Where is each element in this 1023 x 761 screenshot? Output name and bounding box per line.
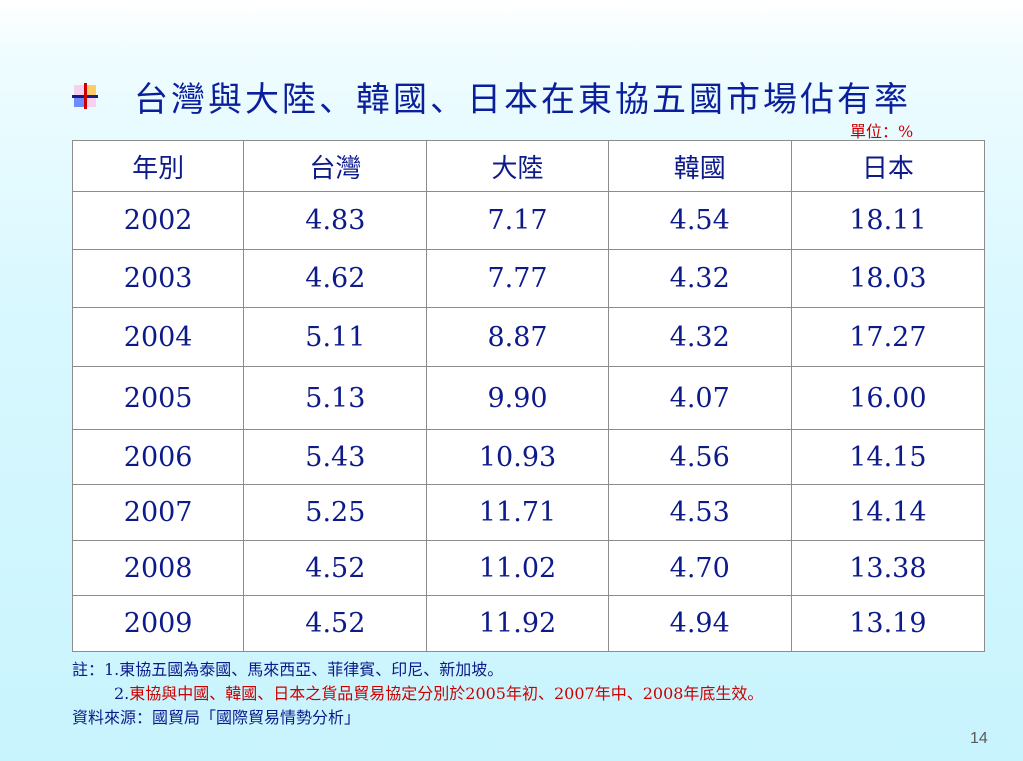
footnotes: 註：1.東協五國為泰國、馬來西亞、菲律賓、印尼、新加坡。 2.東協與中國、韓國、…	[72, 658, 1012, 730]
cell-japan: 14.14	[790, 484, 986, 541]
cell-year: 2008	[71, 540, 245, 596]
cell-korea: 4.70	[607, 540, 792, 596]
cell-japan: 18.11	[790, 191, 986, 250]
title-row: 台灣與大陸、韓國、日本在東協五國市場佔有率	[72, 70, 972, 122]
cell-year: 2007	[71, 484, 245, 541]
note-2-text: 東協與中國、韓國、日本之貨品貿易協定分別於2005年初、2007年中、2008年…	[129, 684, 764, 703]
header-japan: 日本	[790, 140, 986, 192]
table-row: 2002 4.83 7.17 4.54 18.11	[71, 191, 986, 250]
cell-mainland: 8.87	[426, 307, 609, 367]
cell-taiwan: 4.62	[243, 249, 428, 308]
unit-label: 單位：%	[850, 122, 914, 141]
cell-taiwan: 4.83	[243, 191, 428, 250]
cell-mainland: 11.02	[426, 540, 609, 596]
header-taiwan: 台灣	[243, 140, 428, 192]
note-2: 2.東協與中國、韓國、日本之貨品貿易協定分別於2005年初、2007年中、200…	[72, 682, 1012, 706]
cell-year: 2009	[71, 595, 245, 652]
table-row: 2006 5.43 10.93 4.56 14.15	[71, 429, 986, 485]
cell-taiwan: 5.13	[243, 366, 428, 430]
table-row: 2003 4.62 7.77 4.32 18.03	[71, 249, 986, 308]
table-row: 2004 5.11 8.87 4.32 17.27	[71, 307, 986, 367]
cell-taiwan: 4.52	[243, 540, 428, 596]
note-2-number: 2.	[114, 684, 130, 703]
source-note: 資料來源：國貿局「國際貿易情勢分析」	[72, 708, 361, 727]
header-korea: 韓國	[607, 140, 792, 192]
cell-korea: 4.07	[607, 366, 792, 430]
table-row: 2007 5.25 11.71 4.53 14.14	[71, 484, 986, 541]
cell-korea: 4.53	[607, 484, 792, 541]
cell-japan: 14.15	[790, 429, 986, 485]
cell-japan: 13.38	[790, 540, 986, 596]
cell-korea: 4.94	[607, 595, 792, 652]
cell-mainland: 11.71	[426, 484, 609, 541]
cell-korea: 4.54	[607, 191, 792, 250]
cell-year: 2003	[71, 249, 245, 308]
market-share-table: 年別 台灣 大陸 韓國 日本 2002 4.83 7.17 4.54 18.11…	[71, 140, 986, 652]
cell-year: 2004	[71, 307, 245, 367]
page-title: 台灣與大陸、韓國、日本在東協五國市場佔有率	[134, 79, 911, 120]
table-header-row: 年別 台灣 大陸 韓國 日本	[71, 140, 986, 192]
cell-year: 2006	[71, 429, 245, 485]
cell-mainland: 7.17	[426, 191, 609, 250]
cell-japan: 17.27	[790, 307, 986, 367]
cell-mainland: 10.93	[426, 429, 609, 485]
bullet-icon	[72, 83, 98, 109]
header-mainland: 大陸	[426, 140, 609, 192]
cell-korea: 4.32	[607, 249, 792, 308]
table-row: 2005 5.13 9.90 4.07 16.00	[71, 366, 986, 430]
cell-year: 2005	[71, 366, 245, 430]
cell-year: 2002	[71, 191, 245, 250]
page-number: 14	[970, 730, 988, 747]
header-year: 年別	[71, 140, 245, 192]
note-1: 註：1.東協五國為泰國、馬來西亞、菲律賓、印尼、新加坡。	[72, 660, 504, 679]
cell-taiwan: 4.52	[243, 595, 428, 652]
table-row: 2008 4.52 11.02 4.70 13.38	[71, 540, 986, 596]
cell-taiwan: 5.11	[243, 307, 428, 367]
cell-mainland: 7.77	[426, 249, 609, 308]
cell-taiwan: 5.43	[243, 429, 428, 485]
cell-korea: 4.56	[607, 429, 792, 485]
cell-taiwan: 5.25	[243, 484, 428, 541]
table-row: 2009 4.52 11.92 4.94 13.19	[71, 595, 986, 652]
cell-korea: 4.32	[607, 307, 792, 367]
cell-japan: 18.03	[790, 249, 986, 308]
cell-japan: 13.19	[790, 595, 986, 652]
cell-japan: 16.00	[790, 366, 986, 430]
cell-mainland: 11.92	[426, 595, 609, 652]
cell-mainland: 9.90	[426, 366, 609, 430]
